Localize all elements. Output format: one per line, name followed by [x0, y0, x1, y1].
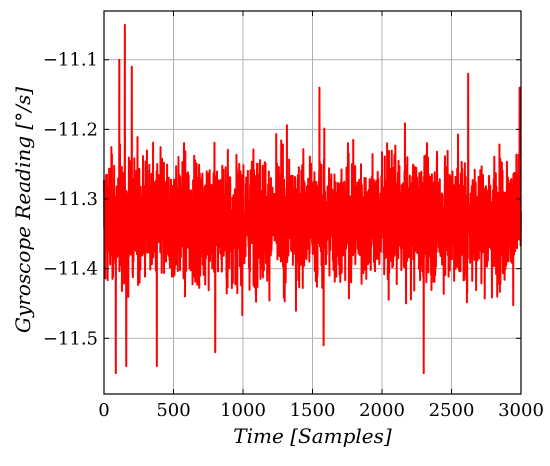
x-tick-label: 1000 — [220, 400, 266, 421]
ticks: 0 500 1000 1500 2000 2500 3000 −11.5 −11.4 −11.3 −… — [43, 11, 544, 421]
x-tick-label: 2500 — [429, 400, 475, 421]
x-tick-label: 2000 — [359, 400, 405, 421]
x-tick-label: 1500 — [290, 400, 336, 421]
series-layer — [103, 23, 522, 375]
series-line — [103, 23, 522, 375]
y-tick-label: −11.2 — [43, 119, 98, 140]
y-tick-label: −11.1 — [43, 50, 98, 71]
x-tick-label: 3000 — [498, 400, 544, 421]
x-tick-label: 500 — [156, 400, 190, 421]
y-tick-label: −11.5 — [43, 328, 98, 349]
x-axis-label: Time [Samples] — [233, 424, 392, 448]
x-tick-label: 0 — [98, 400, 109, 421]
y-tick-label: −11.3 — [43, 189, 98, 210]
y-tick-label: −11.4 — [43, 259, 98, 280]
y-axis-label: Gyroscope Reading [°/s] — [11, 87, 35, 333]
